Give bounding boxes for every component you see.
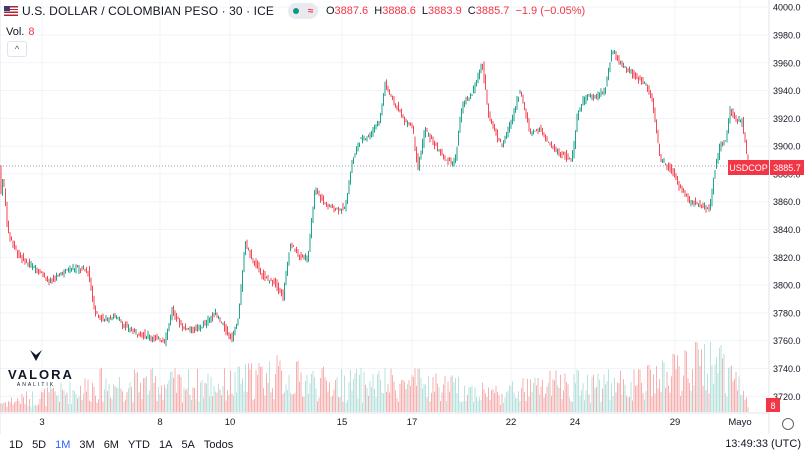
ohlc-values: O3887.6 H3888.6 L3883.9 C3885.7 −1.9 (−0… — [325, 5, 586, 17]
y-tick-label: 3720.0 — [773, 392, 801, 402]
y-tick-label: 3920.0 — [773, 114, 801, 124]
x-tick-label: 3 — [39, 417, 44, 428]
valora-logo: VALORA ANALITIK — [8, 348, 72, 388]
tf-todos[interactable]: Todos — [203, 439, 234, 451]
x-tick-label: 8 — [157, 417, 162, 428]
y-tick-label: 3980.0 — [773, 30, 801, 40]
volume-bars — [0, 342, 749, 412]
time-axis[interactable]: 3 8 10 15 17 22 24 29 Mayo — [39, 417, 751, 428]
x-tick-label: 10 — [225, 417, 236, 428]
tf-1m[interactable]: 1M — [55, 439, 71, 451]
price-change: −1.9 (−0.05%) — [515, 5, 586, 17]
x-tick-label: 15 — [337, 417, 348, 428]
y-tick-label: 3960.0 — [773, 58, 801, 68]
tf-1a[interactable]: 1A — [158, 439, 173, 451]
y-tick-label: 3760.0 — [773, 336, 801, 346]
price-chart[interactable]: 4000.03980.03960.03940.03920.03900.03880… — [0, 0, 805, 434]
svg-text:8: 8 — [770, 401, 775, 411]
price-badge: USDCOP 3885.7 — [728, 160, 804, 175]
tf-6m[interactable]: 6M — [103, 439, 119, 451]
y-tick-label: 3900.0 — [773, 142, 801, 152]
y-tick-label: 3800.0 — [773, 281, 801, 291]
logo-mark-icon — [30, 350, 42, 361]
y-tick-label: 3780.0 — [773, 308, 801, 318]
tf-ytd[interactable]: YTD — [127, 439, 150, 451]
us-flag-icon — [4, 6, 18, 16]
x-tick-label: 29 — [670, 417, 681, 428]
chart-header: U.S. DOLLAR / COLOMBIAN PESO · 30 · ICE … — [0, 0, 588, 22]
x-tick-label: 17 — [407, 417, 418, 428]
symbol-title[interactable]: U.S. DOLLAR / COLOMBIAN PESO · 30 · ICE — [22, 4, 274, 18]
y-tick-label: 3740.0 — [773, 364, 801, 374]
gear-icon[interactable] — [782, 418, 794, 430]
y-tick-label: 3820.0 — [773, 253, 801, 263]
tf-5a[interactable]: 5A — [181, 439, 195, 451]
price-badge-symbol: USDCOP — [729, 163, 768, 173]
y-tick-label: 3860.0 — [773, 197, 801, 207]
y-tick-label: 4000.0 — [773, 3, 801, 13]
market-open-dot-icon — [292, 8, 299, 14]
y-tick-label: 3940.0 — [773, 86, 801, 96]
y-tick-label: 3840.0 — [773, 225, 801, 235]
timeframe-bar: 1D 5D 1M 3M 6M YTD 1A 5A Todos — [0, 434, 805, 456]
price-axis[interactable]: 4000.03980.03960.03940.03920.03900.03880… — [773, 3, 801, 402]
price-badge-value: 3885.7 — [773, 163, 801, 173]
chart-grid — [0, 0, 768, 413]
collapse-legend-button[interactable]: ^ — [7, 41, 27, 57]
wave-icon: ≈ — [307, 5, 314, 17]
x-tick-label: Mayo — [728, 417, 751, 428]
tf-3m[interactable]: 3M — [79, 439, 95, 451]
clock[interactable]: 13:49:33 (UTC) — [725, 438, 801, 450]
market-status-toggle[interactable]: ≈ — [287, 3, 318, 19]
volume-badge: 8 — [766, 398, 780, 412]
volume-legend: Vol. 8 — [6, 26, 35, 38]
x-tick-label: 24 — [570, 417, 581, 428]
tf-1d[interactable]: 1D — [9, 439, 24, 451]
candlesticks — [0, 49, 749, 347]
tf-5d[interactable]: 5D — [32, 439, 47, 451]
x-tick-label: 22 — [506, 417, 517, 428]
